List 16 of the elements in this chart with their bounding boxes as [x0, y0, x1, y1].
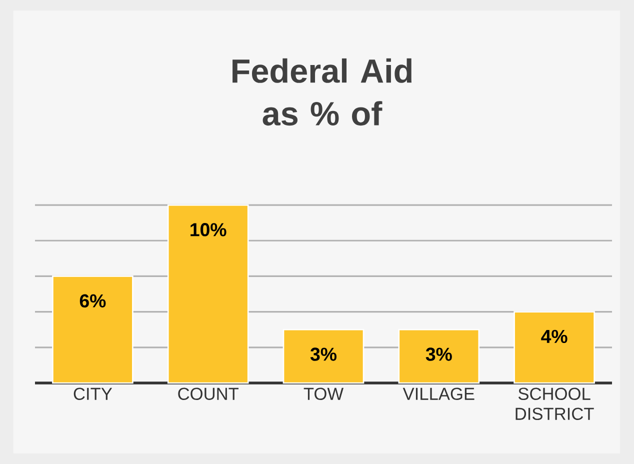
bar — [514, 311, 595, 384]
x-tick-label: VILLAGE — [402, 388, 474, 400]
data-label: 3% — [310, 348, 336, 361]
bar — [52, 276, 134, 384]
chart-title: Federal Aid as % of — [232, 58, 412, 126]
bar — [167, 204, 249, 384]
bar — [282, 328, 364, 384]
x-tick-label: CITY — [74, 388, 112, 400]
data-label: 10% — [190, 223, 226, 236]
data-label: 3% — [426, 348, 452, 361]
bar — [398, 328, 480, 384]
x-tick-label: TOW — [304, 388, 344, 400]
x-tick-label: SCHOOL DISTRICT — [516, 388, 594, 420]
data-label: 4% — [541, 330, 568, 343]
x-tick-label: COUNT — [178, 388, 239, 400]
data-label: 6% — [80, 294, 106, 308]
